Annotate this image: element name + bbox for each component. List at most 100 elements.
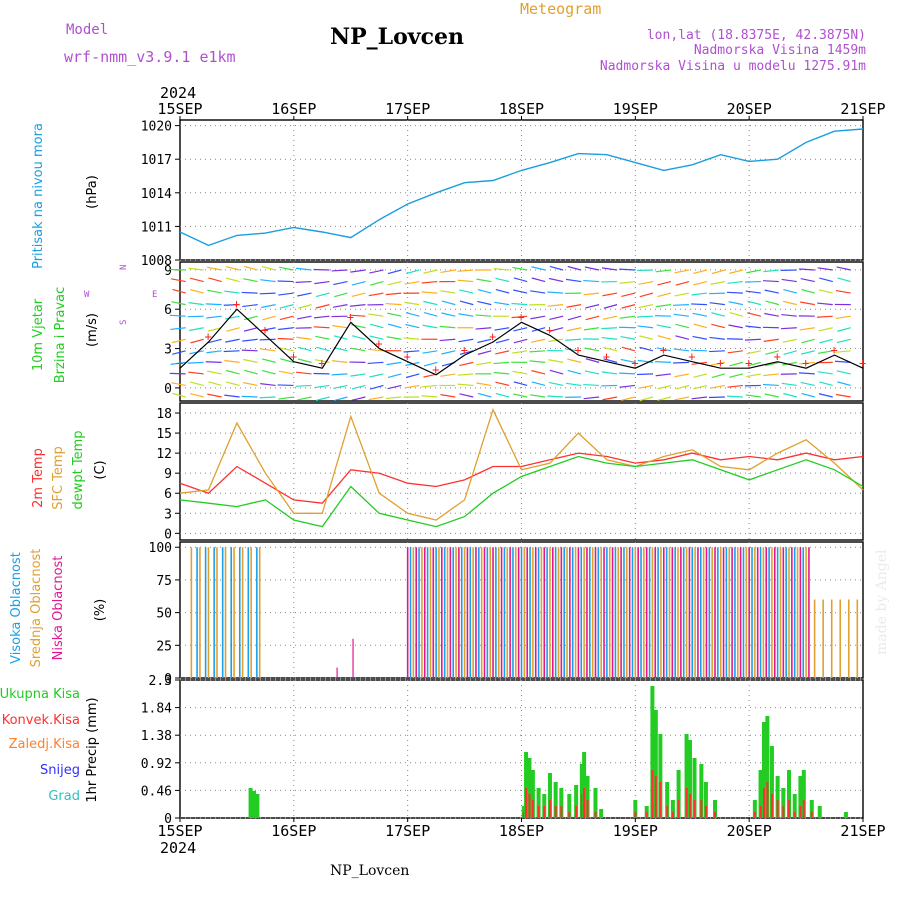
x-tick-bottom-label: 18SEP xyxy=(499,822,544,840)
wind-ylabel: 10m Vjetar xyxy=(31,298,46,371)
wind-barb xyxy=(800,350,815,355)
wind-barb xyxy=(530,290,546,294)
precip-total-bar xyxy=(801,770,806,818)
wind-barb xyxy=(693,323,708,329)
wind-barb xyxy=(314,384,330,389)
wind-barb xyxy=(368,396,384,401)
wind-barb xyxy=(331,360,348,363)
wind-barb xyxy=(405,323,420,329)
wind-barb xyxy=(242,304,258,308)
wind-barb xyxy=(602,315,618,320)
wind-barb xyxy=(261,358,276,363)
wind-barb xyxy=(386,361,402,366)
wind-barb xyxy=(619,268,636,271)
wind-barb xyxy=(189,327,204,332)
precip-ylabel-3: Snijeg xyxy=(40,763,80,778)
wind-barb xyxy=(782,361,797,366)
wind-barb xyxy=(548,338,564,343)
wind-barb xyxy=(783,289,797,294)
wind-barb xyxy=(729,269,744,274)
wind-barb xyxy=(710,280,726,285)
wind-gust-marker: + xyxy=(859,356,866,370)
wind-barb xyxy=(727,350,743,354)
wind-barb xyxy=(744,338,761,341)
wind-barb xyxy=(243,358,258,363)
wind-speed-line xyxy=(179,308,864,376)
temperature-temp_2m-line xyxy=(179,452,864,504)
wind-gust-marker: + xyxy=(745,356,752,370)
wind-barb xyxy=(170,361,186,365)
x-tick-top-label: 16SEP xyxy=(271,100,316,118)
wind-barb xyxy=(333,346,348,352)
wind-barb xyxy=(711,269,726,275)
wind-barb xyxy=(440,290,456,294)
precip-total-bar xyxy=(251,791,256,818)
x-tick-top-label: 20SEP xyxy=(727,100,772,118)
cloud-ylabel-mid: Srednja Oblacnost xyxy=(29,549,44,668)
wind-barb xyxy=(567,369,582,375)
wind-barb xyxy=(512,370,528,375)
wind-barb xyxy=(387,373,402,379)
temp-ylabel-dewpt: dewpt Temp xyxy=(71,430,86,509)
wind-barb xyxy=(585,315,600,321)
wind-barb xyxy=(782,338,797,343)
temperature-temp_sfc-line xyxy=(179,407,864,521)
wind-barb xyxy=(835,350,851,353)
precip-total-bar xyxy=(752,800,757,818)
wind-barb xyxy=(403,350,420,353)
precip-total-bar xyxy=(530,770,535,818)
wind-barb xyxy=(334,292,348,298)
wind-barb xyxy=(351,292,366,297)
wind-barb xyxy=(277,337,294,340)
cloud-ylabel-low: Niska Oblacnost xyxy=(51,556,66,661)
wind-barb xyxy=(639,396,654,402)
precip-convective-bar xyxy=(693,800,696,818)
wind-barb xyxy=(835,315,851,320)
wind-barb xyxy=(278,327,294,331)
wind-barb xyxy=(387,323,402,329)
wind-barb xyxy=(745,394,761,398)
wind-barb xyxy=(169,372,186,375)
wind-barb xyxy=(367,348,384,352)
wind-barb xyxy=(495,381,510,387)
wind-barb xyxy=(349,314,366,317)
x-tick-top-label: 15SEP xyxy=(157,100,202,118)
wind-barb xyxy=(763,373,779,377)
wind-barb xyxy=(726,395,743,398)
precip-convective-bar xyxy=(575,806,578,818)
wind-barb xyxy=(674,396,690,401)
precip-total-bar xyxy=(775,776,780,818)
precip-ytick-label: 0.46 xyxy=(141,784,172,799)
precip-total-bar xyxy=(665,782,670,818)
wind-barb xyxy=(170,327,186,331)
wind-barb xyxy=(566,304,582,308)
wind-barb xyxy=(206,350,222,354)
wind-barb xyxy=(584,370,600,375)
wind-barb xyxy=(745,325,761,329)
wind-barb xyxy=(655,314,672,317)
wind-barb xyxy=(261,266,276,271)
wind-barb xyxy=(531,338,546,343)
precip-convective-bar xyxy=(762,788,765,818)
wind-barb xyxy=(421,291,438,294)
panel-labels: W E N S Pritisak na nivou mora (hPa) 10m Vjeta… xyxy=(0,123,157,804)
wind-barb xyxy=(602,292,618,297)
wind-barb xyxy=(190,289,204,294)
precip-ytick-label: 1.38 xyxy=(141,729,172,744)
wind-barb xyxy=(708,292,725,295)
wind-barb xyxy=(800,381,815,387)
year-top: 2024 xyxy=(160,84,196,102)
wind-barb xyxy=(171,301,186,306)
wind-barb xyxy=(316,346,330,352)
precip-total-bar xyxy=(585,776,590,818)
wind-barb xyxy=(549,265,564,271)
wind-barb xyxy=(513,277,528,283)
wind-barb xyxy=(639,335,654,340)
wind-barb xyxy=(458,313,474,317)
wind-barb xyxy=(728,301,743,306)
wind-barb xyxy=(637,373,654,376)
wind-barb xyxy=(531,277,546,283)
wind-barb xyxy=(404,384,420,389)
wind-gust-marker: + xyxy=(831,343,838,357)
wind-barb xyxy=(405,269,420,275)
